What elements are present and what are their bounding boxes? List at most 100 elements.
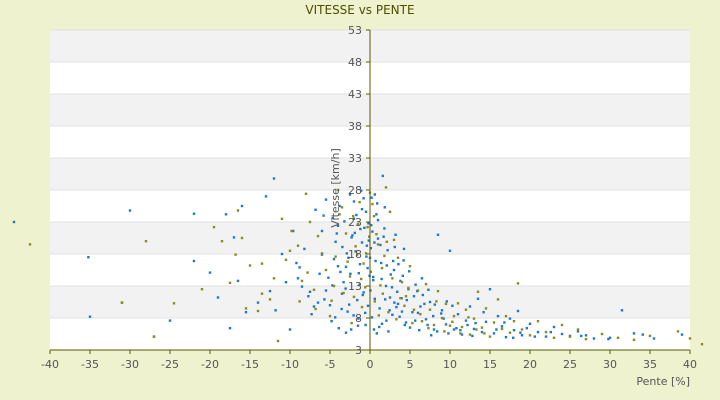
data-point-blue [384, 284, 388, 288]
data-point-olive [352, 295, 356, 299]
data-point-olive [348, 275, 352, 278]
data-point-olive [459, 332, 462, 335]
data-point-blue [360, 208, 364, 211]
data-point-blue [327, 276, 330, 279]
data-point-olive [364, 252, 368, 255]
data-point-blue [380, 261, 383, 265]
data-point-blue [394, 233, 397, 236]
y-tick-label: 38 [348, 120, 362, 133]
data-point-blue [516, 309, 520, 313]
data-point-blue [552, 325, 556, 329]
data-point-blue [350, 328, 353, 331]
y-tick-label: 8 [355, 312, 362, 325]
data-point-blue [339, 270, 342, 274]
data-point-olive [380, 266, 384, 270]
data-point-blue [393, 301, 396, 304]
x-tick-label: 20 [523, 358, 537, 371]
y-tick-label: 28 [348, 184, 362, 197]
data-point-blue [451, 304, 454, 307]
data-point-olive [306, 271, 309, 274]
data-point-olive [420, 320, 424, 323]
data-point-blue [464, 319, 468, 322]
data-point-blue [395, 305, 398, 309]
data-point-blue [386, 249, 389, 252]
y-tick-label: 13 [348, 280, 362, 293]
data-point-blue [358, 263, 362, 266]
data-point-olive [476, 290, 480, 293]
data-point-blue [520, 334, 524, 337]
data-point-blue [208, 271, 212, 274]
data-point-blue [320, 229, 324, 233]
data-point-blue [192, 259, 196, 263]
data-point-blue [256, 301, 260, 304]
data-point-olive [356, 222, 360, 226]
data-point-blue [385, 319, 388, 322]
data-point-blue [495, 328, 498, 331]
data-point-olive [330, 299, 333, 302]
data-point-blue [392, 268, 396, 272]
data-point-olive [452, 314, 456, 318]
data-point-blue [340, 307, 343, 311]
data-point-blue [404, 321, 408, 324]
data-point-olive [468, 333, 472, 336]
data-point-blue [424, 318, 428, 321]
data-point-blue [371, 230, 374, 233]
data-point-blue [350, 236, 353, 239]
data-point-blue [427, 288, 430, 291]
data-point-olive [616, 336, 620, 339]
data-point-blue [370, 196, 373, 199]
data-point-olive [536, 320, 540, 323]
data-point-blue [344, 287, 347, 290]
data-point-olive [298, 300, 301, 303]
data-point-olive [504, 314, 508, 318]
data-point-blue [336, 224, 340, 227]
data-point-blue [388, 296, 392, 299]
data-point-blue [300, 285, 304, 288]
data-point-blue [373, 241, 376, 244]
data-point-blue [355, 213, 358, 217]
data-point-olive [376, 243, 380, 246]
data-point-blue [240, 204, 244, 208]
data-point-blue [398, 315, 401, 318]
tick-labels: -40 -35 -30 -25 -20 -15 -10 -5 0 5 10 15 20 25 30 35 40 3… [41, 24, 697, 371]
data-point-blue [407, 288, 410, 291]
data-point-blue [87, 256, 90, 259]
data-point-olive [552, 336, 556, 339]
data-point-blue [298, 266, 301, 269]
data-point-blue [396, 290, 399, 293]
data-point-olive [384, 186, 388, 189]
data-point-blue [334, 240, 337, 243]
x-tick-label: -5 [325, 358, 336, 371]
data-point-olive [440, 316, 444, 320]
data-point-olive [368, 235, 371, 238]
data-point-blue [426, 323, 429, 327]
data-point-olive [396, 256, 400, 259]
y-tick-label: 3 [355, 344, 362, 357]
data-point-olive [408, 265, 412, 268]
data-point-olive [144, 240, 148, 243]
data-point-blue [344, 265, 348, 268]
data-point-olive [332, 284, 336, 288]
data-point-blue [364, 210, 368, 213]
data-point-blue [336, 265, 340, 268]
data-point-blue [430, 334, 433, 337]
data-point-blue [352, 217, 356, 220]
data-point-blue [544, 335, 548, 338]
data-point-olive [272, 277, 276, 280]
data-point-olive [304, 192, 308, 195]
data-point-blue [549, 330, 552, 334]
data-point-olive [152, 335, 156, 338]
data-point-olive [516, 282, 520, 285]
data-point-blue [680, 333, 684, 336]
axes [49, 29, 691, 354]
x-tick-label: -30 [121, 358, 139, 371]
data-point-blue [584, 334, 588, 337]
data-point-blue [296, 277, 300, 280]
y-tick-label: 23 [348, 216, 362, 229]
data-point-olive [576, 328, 580, 331]
data-point-blue [528, 322, 532, 325]
data-point-blue [471, 334, 474, 338]
data-point-olive [464, 308, 468, 311]
data-point-olive [354, 245, 357, 248]
